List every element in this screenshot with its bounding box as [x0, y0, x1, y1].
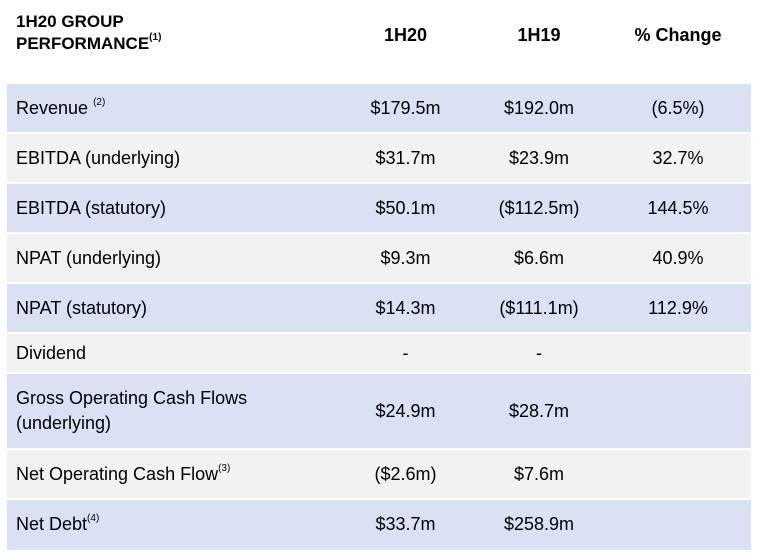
cell-change: (6.5%) [651, 98, 705, 118]
cell-1h20: ($2.6m) [374, 464, 437, 484]
cell-1h19: $258.9m [503, 514, 575, 534]
row-label-line-1: Gross Operating Cash Flows [16, 388, 248, 408]
row-label: NPAT (underlying) [16, 248, 162, 268]
performance-table: Revenue (2) $179.5m $192.0m (6.5%) EBITD… [7, 84, 751, 550]
row-footnote: (2) [93, 97, 106, 108]
title-line-2: PERFORMANCE(1) [16, 33, 161, 55]
row-footnote: (4) [87, 513, 100, 524]
row-label-text: Revenue [16, 98, 94, 118]
cell-1h20: $179.5m [370, 98, 441, 118]
row-label-text: Net Debt [16, 514, 88, 534]
table-row-npat-statutory: NPAT (statutory) $14.3m ($111.1m) 112.9% [7, 284, 751, 334]
row-label: EBITDA (underlying) [16, 148, 181, 168]
title-footnote: (1) [149, 32, 162, 44]
cell-1h19: $28.7m [508, 401, 570, 421]
column-header-1h20: 1H20 [383, 25, 428, 45]
cell-1h19: ($111.1m) [499, 298, 579, 318]
cell-1h19: ($112.5m) [498, 198, 580, 218]
row-footnote: (3) [218, 463, 231, 474]
row-label-line-2: (underlying) [16, 413, 112, 433]
cell-1h19: - [536, 343, 542, 363]
cell-1h19: $23.9m [508, 148, 570, 168]
table-header: 1H20 GROUP PERFORMANCE(1) 1H20 1H19 % Ch… [0, 0, 765, 84]
table-row-npat-underlying: NPAT (underlying) $9.3m $6.6m 40.9% [7, 234, 751, 284]
cell-1h20: $24.9m [375, 401, 436, 421]
row-label: NPAT (statutory) [16, 298, 148, 318]
cell-1h20: - [402, 343, 409, 363]
cell-1h20: $50.1m [375, 198, 436, 218]
table-row-ebitda-statutory: EBITDA (statutory) $50.1m ($112.5m) 144.… [7, 184, 751, 234]
cell-1h19: $6.6m [513, 248, 565, 268]
table-row-net-debt: Net Debt(4) $33.7m $258.9m [7, 500, 751, 550]
cell-1h19: $192.0m [503, 98, 575, 118]
row-label-text: Net Operating Cash Flow [16, 464, 219, 484]
table-row-net-operating-cash-flow: Net Operating Cash Flow(3) ($2.6m) $7.6m [7, 450, 751, 500]
table-title: 1H20 GROUP PERFORMANCE(1) [16, 11, 161, 55]
cell-change: 32.7% [652, 148, 704, 168]
cell-change: 40.9% [652, 248, 704, 268]
row-label: Net Operating Cash Flow(3) [16, 462, 230, 487]
table-row-gross-operating-cash-flows: Gross Operating Cash Flows (underlying) … [7, 374, 751, 450]
title-line-1: 1H20 GROUP [16, 12, 124, 31]
row-label: Gross Operating Cash Flows (underlying) [16, 386, 247, 436]
cell-1h20: $33.7m [375, 514, 436, 534]
cell-1h20: $14.3m [375, 298, 436, 318]
row-label: EBITDA (statutory) [16, 198, 167, 218]
row-label: Net Debt(4) [16, 512, 99, 537]
table-row-ebitda-underlying: EBITDA (underlying) $31.7m $23.9m 32.7% [7, 134, 751, 184]
cell-change: 112.9% [648, 298, 708, 318]
table-row-dividend: Dividend - - [7, 334, 751, 374]
cell-change: 144.5% [647, 198, 709, 218]
table-row-revenue: Revenue (2) $179.5m $192.0m (6.5%) [7, 84, 751, 134]
column-header-1h19: 1H19 [517, 25, 561, 45]
cell-1h19: $7.6m [513, 464, 565, 484]
cell-1h20: $31.7m [375, 148, 436, 168]
cell-1h20: $9.3m [380, 248, 431, 268]
column-header-change: % Change [634, 25, 722, 45]
row-label: Dividend [16, 343, 87, 363]
row-label: Revenue (2) [16, 96, 105, 121]
title-line-2-text: PERFORMANCE [16, 34, 150, 53]
